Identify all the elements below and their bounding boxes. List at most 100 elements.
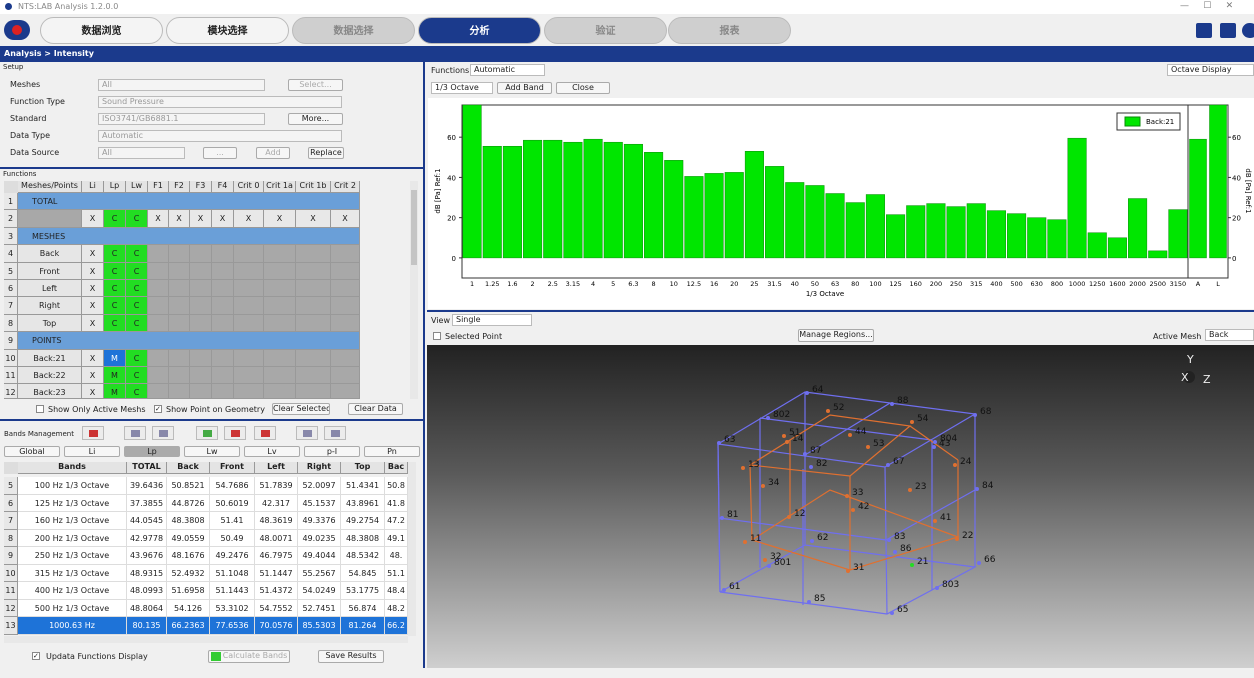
band-cell[interactable]: 52.0097 bbox=[298, 477, 341, 495]
band-cell[interactable]: 51.1443 bbox=[210, 582, 255, 600]
checkbox[interactable]: ✓ bbox=[154, 405, 162, 413]
function-cell[interactable]: M bbox=[104, 384, 126, 399]
band-cell[interactable]: 400 Hz 1/3 Octave bbox=[18, 582, 127, 600]
function-cell[interactable] bbox=[296, 314, 331, 333]
field-value[interactable]: All bbox=[98, 147, 185, 159]
band-cell[interactable]: 41.8 bbox=[385, 494, 408, 512]
function-cell[interactable]: C bbox=[126, 262, 148, 280]
band-cell[interactable]: 51.6958 bbox=[167, 582, 210, 600]
band-cell[interactable]: 50.8521 bbox=[167, 477, 210, 495]
function-cell[interactable]: C bbox=[104, 297, 126, 315]
function-cell[interactable]: C bbox=[126, 297, 148, 315]
band-cell[interactable]: 81.264 bbox=[341, 617, 385, 635]
band-cell[interactable]: 48.0993 bbox=[127, 582, 167, 600]
function-cell[interactable] bbox=[234, 314, 264, 333]
band-cell[interactable]: 49.1 bbox=[385, 529, 408, 547]
function-cell[interactable] bbox=[264, 314, 296, 333]
function-cell[interactable] bbox=[148, 262, 169, 280]
function-cell[interactable] bbox=[296, 297, 331, 315]
band-cell[interactable]: 54.0249 bbox=[298, 582, 341, 600]
function-cell[interactable] bbox=[264, 349, 296, 367]
field-value[interactable]: All bbox=[98, 79, 265, 91]
field-value[interactable]: Automatic bbox=[98, 130, 342, 142]
band-cell[interactable]: 51.7839 bbox=[255, 477, 298, 495]
function-cell[interactable]: C bbox=[104, 262, 126, 280]
button[interactable]: Select... bbox=[288, 79, 343, 91]
band-cell[interactable]: 51.1447 bbox=[255, 564, 298, 582]
band-cell[interactable]: 49.2754 bbox=[341, 512, 385, 530]
band-cell[interactable]: 51.41 bbox=[210, 512, 255, 530]
field-value[interactable]: ISO3741/GB6881.1 bbox=[98, 113, 265, 125]
band-cell[interactable]: 52.7451 bbox=[298, 599, 341, 617]
band-cell[interactable]: 52.4932 bbox=[167, 564, 210, 582]
function-cell[interactable] bbox=[190, 245, 212, 263]
button[interactable]: Close bbox=[556, 82, 610, 94]
function-cell[interactable]: X bbox=[212, 210, 234, 228]
dropdown[interactable]: Automatic bbox=[470, 64, 545, 76]
band-cell[interactable]: 48.0071 bbox=[255, 529, 298, 547]
function-cell[interactable]: C bbox=[104, 280, 126, 298]
band-cell[interactable]: 51.4341 bbox=[341, 477, 385, 495]
function-cell[interactable] bbox=[331, 297, 360, 315]
field-value[interactable]: Sound Pressure bbox=[98, 96, 342, 108]
function-cell[interactable] bbox=[190, 262, 212, 280]
function-cell[interactable] bbox=[264, 262, 296, 280]
band-cell[interactable]: 500 Hz 1/3 Octave bbox=[18, 599, 127, 617]
function-cell[interactable] bbox=[190, 349, 212, 367]
function-cell[interactable] bbox=[169, 384, 190, 399]
icon-button[interactable] bbox=[254, 426, 276, 440]
function-cell[interactable] bbox=[212, 245, 234, 263]
button[interactable]: Clear Selected bbox=[272, 403, 330, 415]
function-cell[interactable] bbox=[212, 384, 234, 399]
function-cell[interactable] bbox=[212, 297, 234, 315]
function-cell[interactable] bbox=[234, 280, 264, 298]
function-cell[interactable] bbox=[169, 349, 190, 367]
band-cell[interactable]: 80.135 bbox=[127, 617, 167, 635]
function-cell[interactable] bbox=[148, 245, 169, 263]
function-cell[interactable] bbox=[234, 297, 264, 315]
function-cell[interactable] bbox=[148, 314, 169, 333]
tab[interactable]: 数据浏览 bbox=[40, 17, 163, 44]
band-cell[interactable]: 51.1 bbox=[385, 564, 408, 582]
function-cell[interactable] bbox=[190, 280, 212, 298]
function-cell[interactable]: X bbox=[190, 210, 212, 228]
function-cell[interactable] bbox=[212, 367, 234, 385]
function-cell[interactable]: C bbox=[126, 210, 148, 228]
band-cell[interactable]: 54.845 bbox=[341, 564, 385, 582]
band-cell[interactable]: 50.49 bbox=[210, 529, 255, 547]
band-cell[interactable]: 70.0576 bbox=[255, 617, 298, 635]
mode-button[interactable]: Lv bbox=[244, 446, 300, 457]
band-cell[interactable]: 100 Hz 1/3 Octave bbox=[18, 477, 127, 495]
band-cell[interactable]: 44.8726 bbox=[167, 494, 210, 512]
band-cell[interactable]: 315 Hz 1/3 Octave bbox=[18, 564, 127, 582]
button[interactable]: Add Band bbox=[497, 82, 552, 94]
mode-button[interactable]: Global bbox=[4, 446, 60, 457]
band-cell[interactable]: 48.3808 bbox=[341, 529, 385, 547]
band-cell[interactable]: 51.4372 bbox=[255, 582, 298, 600]
band-cell[interactable]: 56.874 bbox=[341, 599, 385, 617]
function-cell[interactable]: C bbox=[104, 314, 126, 333]
icon-button[interactable] bbox=[124, 426, 146, 440]
print-icon[interactable] bbox=[1220, 23, 1236, 38]
function-cell[interactable] bbox=[212, 262, 234, 280]
band-cell[interactable]: 53.3102 bbox=[210, 599, 255, 617]
mode-button[interactable]: Lp bbox=[124, 446, 180, 457]
band-cell[interactable]: 85.5303 bbox=[298, 617, 341, 635]
function-cell[interactable] bbox=[169, 314, 190, 333]
function-cell[interactable] bbox=[296, 349, 331, 367]
function-cell[interactable] bbox=[148, 367, 169, 385]
band-cell[interactable]: 250 Hz 1/3 Octave bbox=[18, 547, 127, 565]
band-cell[interactable]: 160 Hz 1/3 Octave bbox=[18, 512, 127, 530]
band-cell[interactable]: 125 Hz 1/3 Octave bbox=[18, 494, 127, 512]
function-cell[interactable]: C bbox=[126, 314, 148, 333]
function-cell[interactable]: X bbox=[82, 280, 104, 298]
button[interactable]: ... bbox=[203, 147, 237, 159]
function-cell[interactable] bbox=[190, 297, 212, 315]
band-cell[interactable]: 42.317 bbox=[255, 494, 298, 512]
function-cell[interactable] bbox=[264, 384, 296, 399]
dropdown[interactable]: 1/3 Octave bbox=[431, 82, 493, 94]
function-cell[interactable] bbox=[212, 349, 234, 367]
function-cell[interactable]: C bbox=[126, 349, 148, 367]
band-cell[interactable]: 48.3808 bbox=[167, 512, 210, 530]
function-cell[interactable] bbox=[190, 314, 212, 333]
